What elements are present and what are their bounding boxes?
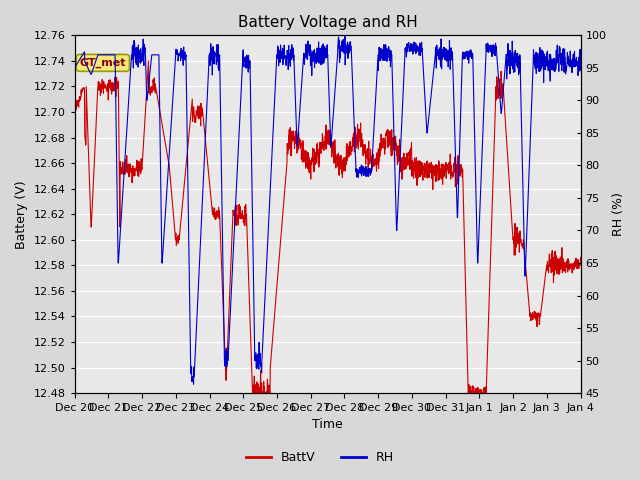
Title: Battery Voltage and RH: Battery Voltage and RH (237, 15, 417, 30)
Y-axis label: RH (%): RH (%) (612, 192, 625, 236)
Y-axis label: Battery (V): Battery (V) (15, 180, 28, 249)
Text: GT_met: GT_met (79, 58, 126, 68)
X-axis label: Time: Time (312, 419, 343, 432)
Legend: BattV, RH: BattV, RH (241, 446, 399, 469)
